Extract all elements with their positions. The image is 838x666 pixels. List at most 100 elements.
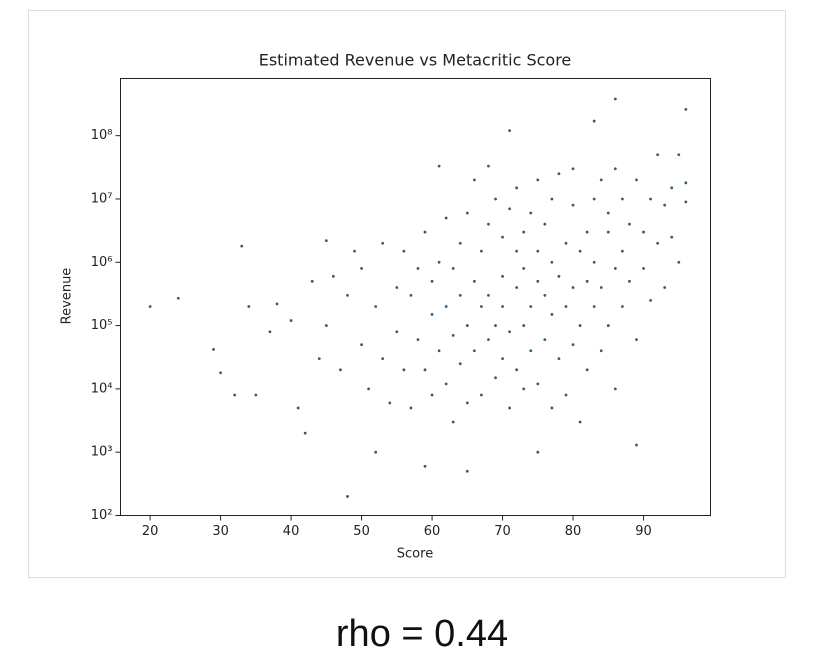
plot-frame xyxy=(120,78,711,516)
point xyxy=(670,235,674,239)
point xyxy=(599,349,603,353)
point xyxy=(557,274,561,278)
point xyxy=(465,211,469,215)
caption: rho = 0.44 xyxy=(336,613,508,655)
point xyxy=(423,464,427,468)
point xyxy=(381,357,385,361)
point xyxy=(670,186,674,190)
point xyxy=(649,197,652,201)
point xyxy=(529,305,533,308)
y-tick-label: 10⁵ xyxy=(91,318,113,333)
point xyxy=(444,305,448,308)
point xyxy=(289,319,293,322)
point xyxy=(508,330,512,334)
point xyxy=(543,293,547,297)
point xyxy=(465,401,469,405)
point xyxy=(430,279,434,283)
point xyxy=(465,469,469,473)
point xyxy=(642,267,645,270)
point xyxy=(628,279,631,283)
point xyxy=(346,293,349,297)
point xyxy=(480,249,483,253)
point xyxy=(416,267,420,270)
point xyxy=(212,348,215,351)
point xyxy=(487,222,490,226)
point xyxy=(543,338,547,342)
point xyxy=(501,274,504,278)
point xyxy=(395,286,399,289)
x-axis-label: Score xyxy=(397,547,433,562)
point xyxy=(331,274,335,278)
point xyxy=(522,267,526,270)
point xyxy=(402,368,406,372)
point xyxy=(148,305,152,308)
point xyxy=(536,178,540,182)
point xyxy=(360,343,363,347)
chart-title: Estimated Revenue vs Metacritic Score xyxy=(259,51,572,70)
point xyxy=(317,357,321,361)
point xyxy=(656,241,660,245)
point xyxy=(613,167,617,171)
point xyxy=(515,368,519,372)
point xyxy=(444,382,448,386)
point xyxy=(606,230,610,234)
point xyxy=(487,164,490,168)
y-tick-label: 10⁷ xyxy=(91,191,113,206)
point xyxy=(606,324,610,327)
point xyxy=(324,324,328,327)
point xyxy=(592,197,596,201)
point xyxy=(571,286,575,289)
point xyxy=(522,324,526,327)
point xyxy=(409,406,413,410)
point xyxy=(458,362,462,366)
point xyxy=(550,197,554,201)
point xyxy=(487,338,490,342)
point xyxy=(423,230,427,234)
point xyxy=(254,393,258,397)
point xyxy=(324,239,328,243)
point xyxy=(515,286,519,289)
point xyxy=(480,305,483,308)
point xyxy=(423,368,427,372)
point xyxy=(458,293,462,297)
point xyxy=(494,324,497,327)
point xyxy=(494,197,497,201)
point xyxy=(635,338,638,342)
point xyxy=(684,181,688,185)
point xyxy=(416,338,420,342)
point xyxy=(536,450,540,454)
point xyxy=(585,230,589,234)
point xyxy=(620,305,624,308)
point xyxy=(536,279,540,283)
point xyxy=(578,249,582,253)
point xyxy=(663,286,667,289)
x-tick-label: 90 xyxy=(635,524,652,539)
point xyxy=(677,153,681,157)
x-tick-label: 70 xyxy=(494,524,511,539)
point xyxy=(472,178,476,182)
point xyxy=(367,387,371,391)
point xyxy=(381,241,385,245)
x-tick-label: 80 xyxy=(565,524,582,539)
point xyxy=(402,249,406,253)
point xyxy=(388,401,392,405)
point xyxy=(550,260,554,264)
point xyxy=(529,211,533,215)
point xyxy=(437,260,441,264)
y-tick-label: 10³ xyxy=(91,445,113,460)
point xyxy=(557,357,561,361)
card xyxy=(28,10,786,578)
y-tick-label: 10⁸ xyxy=(91,128,113,143)
point xyxy=(663,203,667,207)
point xyxy=(465,324,469,327)
point xyxy=(592,260,596,264)
point xyxy=(592,305,596,308)
point xyxy=(628,222,631,226)
point xyxy=(508,129,512,133)
x-tick-label: 20 xyxy=(142,524,159,539)
y-tick-label: 10⁶ xyxy=(91,255,113,270)
point xyxy=(430,393,434,397)
point xyxy=(592,119,596,123)
point xyxy=(303,431,307,435)
point xyxy=(437,349,441,353)
